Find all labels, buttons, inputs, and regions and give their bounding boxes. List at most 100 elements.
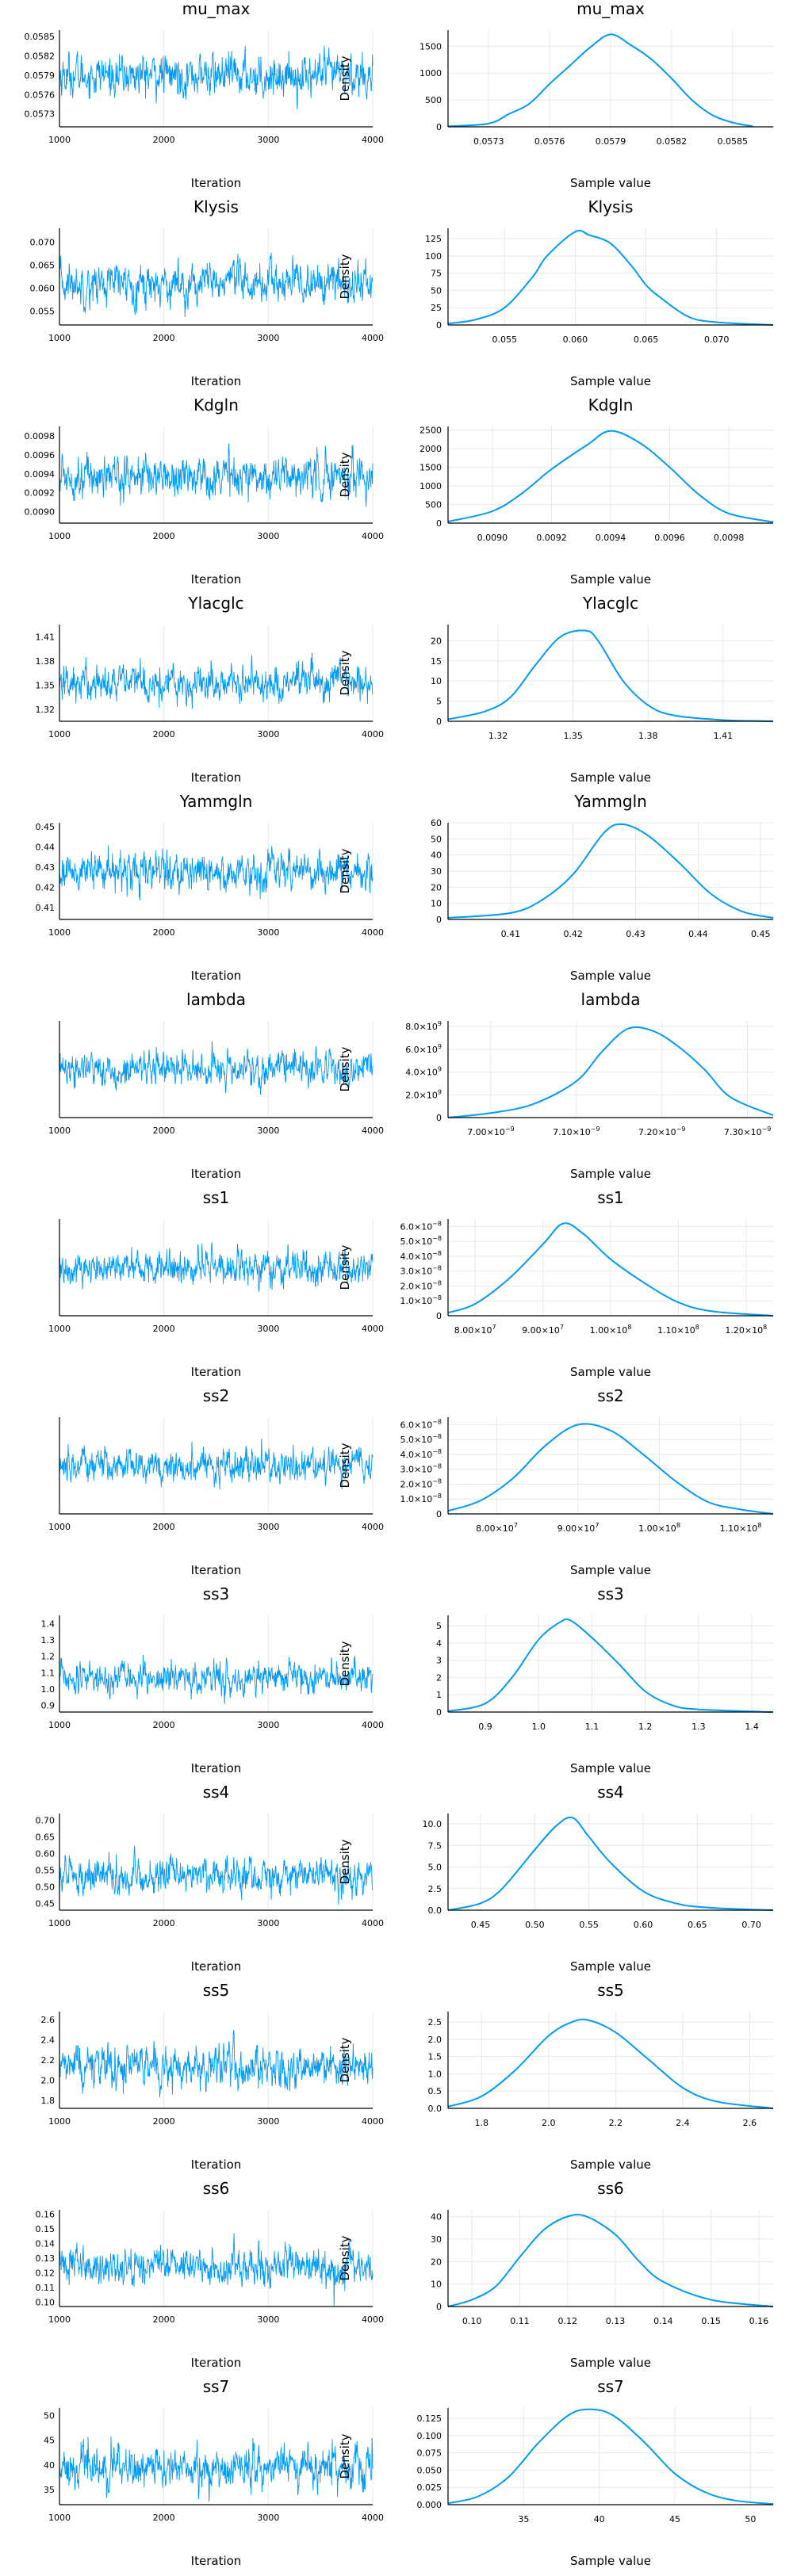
density-y-tick-label: 50: [431, 285, 442, 296]
trace-y-tick-label: 0.065: [30, 260, 56, 270]
density-x-tick-label: 0.44: [688, 929, 708, 939]
trace-panel-ss1: 1000 2000 3000 4000 ss1 Iteration: [48, 1188, 384, 1379]
density-y-tick-label: 10.0: [423, 1819, 442, 1829]
trace-panel-ss4: 1000 2000 3000 4000 0.45 0.50 0.55 0.60 0.65 0.70…: [36, 1783, 385, 1974]
trace-y-tick-label: 0.10: [36, 2297, 56, 2307]
trace-y-tick-label: 0.0585: [25, 32, 56, 42]
density-y-tick-label: 10: [431, 676, 442, 686]
trace-line-Klysis: [59, 252, 374, 318]
density-y-label: Density: [338, 1641, 352, 1686]
density-x-tick-label: 0.0576: [534, 136, 565, 147]
density-y-tick-label: 3: [436, 1656, 442, 1666]
trace-x-tick-label: 1000: [48, 1126, 71, 1136]
density-y-tick-label: 2: [436, 1672, 442, 1683]
density-y-tick-label: 6.0×10−8: [400, 1418, 442, 1430]
density-y-tick-label: 1.0×10−8: [400, 1294, 442, 1306]
density-panel-ss7: 35 40 45 50 0.000 0.025 0.050 0.075 0.100 0.125 ss…: [338, 2377, 774, 2568]
trace-y-tick-label: 1.8: [41, 2096, 56, 2106]
density-y-tick-label: 0: [436, 717, 442, 727]
trace-y-tick-label: 50: [44, 2410, 55, 2421]
density-title: ss6: [597, 2179, 624, 2198]
trace-y-tick-label: 0.70: [36, 1815, 56, 1825]
trace-y-tick-label: 0.60: [36, 1848, 56, 1859]
trace-line-ss1: [59, 1241, 374, 1292]
density-y-tick-label: 1000: [419, 68, 442, 78]
density-x-tick-label: 40: [594, 2514, 605, 2524]
trace-title: lambda: [186, 990, 246, 1009]
density-y-tick-label: 2000: [419, 444, 442, 454]
density-y-tick-label: 20: [431, 2257, 442, 2267]
density-y-tick-label: 100: [425, 251, 442, 262]
density-x-tick-label: 35: [518, 2514, 529, 2524]
density-y-tick-label: 75: [431, 269, 442, 279]
trace-y-tick-label: 0.0576: [25, 90, 56, 100]
trace-y-tick-label: 1.32: [36, 705, 56, 715]
density-title: Ylacglc: [582, 594, 638, 613]
density-y-tick-label: 2.0×10−8: [400, 1279, 442, 1291]
density-title: Kdgln: [588, 396, 634, 415]
density-x-tick-label: 0.9: [478, 1722, 492, 1732]
trace-y-tick-label: 1.3: [41, 1635, 56, 1645]
density-x-tick-label: 2.4: [676, 2118, 690, 2128]
trace-title: mu_max: [182, 0, 251, 18]
density-y-tick-label: 500: [425, 500, 442, 510]
trace-x-tick-label: 4000: [362, 1522, 384, 1532]
trace-y-tick-label: 0.44: [36, 843, 56, 853]
trace-x-label: Iteration: [191, 374, 242, 388]
density-x-tick-label: 1.1: [585, 1722, 600, 1732]
density-y-tick-label: 10: [431, 2280, 442, 2290]
density-x-label: Sample value: [570, 1761, 651, 1775]
trace-x-label: Iteration: [191, 1761, 242, 1775]
trace-panel-lambda: 1000 2000 3000 4000 lambda Iteration: [48, 990, 384, 1181]
density-x-tick-label: 2.0: [542, 2118, 556, 2128]
density-y-tick-label: 7.5: [428, 1840, 442, 1851]
density-y-tick-label: 2.0×10−8: [400, 1477, 442, 1489]
density-x-tick-label: 7.30×10−9: [724, 1126, 772, 1137]
trace-x-tick-label: 3000: [257, 1720, 279, 1730]
trace-x-tick-label: 3000: [257, 2513, 279, 2523]
density-y-tick-label: 0: [436, 915, 442, 925]
density-y-tick-label: 30: [431, 866, 442, 877]
density-x-tick-label: 1.0: [532, 1722, 546, 1732]
trace-y-tick-label: 0.0090: [25, 507, 56, 518]
trace-x-tick-label: 2000: [153, 2513, 175, 2523]
density-x-label: Sample value: [570, 2356, 651, 2370]
density-y-tick-label: 2.0×109: [405, 1088, 442, 1100]
trace-x-tick-label: 3000: [257, 2116, 279, 2127]
trace-x-tick-label: 3000: [257, 927, 279, 938]
density-panel-ss3: 0.9 1.0 1.1 1.2 1.3 1.4 0 1 2 3 4 5 ss3 Sample value D…: [338, 1584, 774, 1775]
density-x-tick-label: 0.70: [741, 1920, 761, 1930]
trace-x-label: Iteration: [191, 1959, 242, 1974]
density-x-tick-label: 0.50: [525, 1920, 545, 1930]
trace-x-tick-label: 2000: [153, 333, 175, 343]
density-x-tick-label: 0.0585: [718, 136, 749, 147]
trace-y-tick-label: 0.13: [36, 2253, 56, 2264]
trace-y-tick-label: 0.65: [36, 1832, 56, 1842]
trace-y-tick-label: 1.1: [41, 1668, 56, 1678]
density-panel-lambda: 7.00×10−9 7.10×10−9 7.20×10−9 7.30×10−9 0 2.0…: [338, 990, 774, 1181]
density-y-tick-label: 5.0×10−8: [400, 1235, 442, 1247]
density-title: lambda: [581, 990, 641, 1009]
trace-title: ss6: [203, 2179, 230, 2198]
density-y-label: Density: [338, 1839, 352, 1884]
trace-y-tick-label: 0.0573: [25, 109, 56, 120]
density-title: ss3: [597, 1584, 624, 1603]
density-y-tick-label: 0.100: [417, 2431, 442, 2441]
trace-x-tick-label: 2000: [153, 2116, 175, 2127]
density-y-tick-label: 500: [425, 95, 442, 105]
density-title: ss2: [597, 1386, 624, 1405]
density-x-tick-label: 0.14: [653, 2316, 673, 2326]
density-y-tick-label: 1: [436, 1690, 442, 1700]
density-x-tick-label: 0.0098: [714, 533, 745, 543]
density-x-tick-label: 1.41: [714, 731, 734, 741]
trace-line-ss4: [59, 1845, 374, 1905]
density-x-tick-label: 0.55: [579, 1920, 599, 1930]
trace-y-tick-label: 0.070: [30, 237, 56, 247]
trace-line-ss5: [59, 2030, 374, 2098]
trace-y-tick-label: 0.55: [36, 1866, 56, 1876]
density-x-tick-label: 0.42: [563, 929, 583, 939]
density-title: Klysis: [588, 197, 634, 216]
trace-x-tick-label: 1000: [48, 1522, 71, 1532]
trace-x-tick-label: 2000: [153, 1918, 175, 1928]
